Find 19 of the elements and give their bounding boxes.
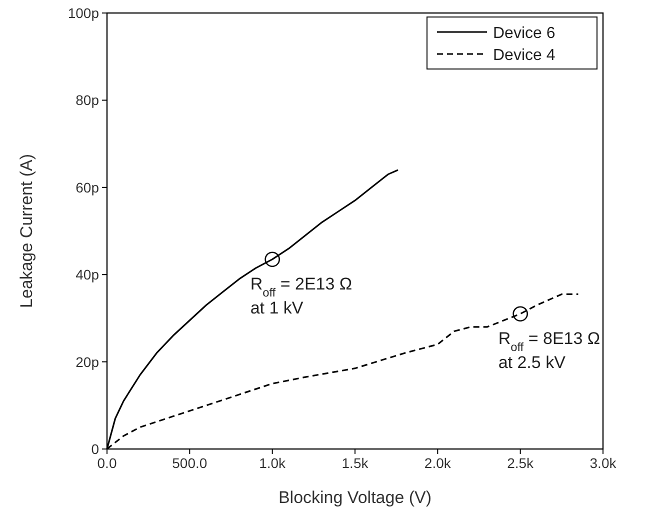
- x-tick-label: 500.0: [172, 455, 208, 471]
- y-axis-title: Leakage Current (A): [17, 154, 36, 308]
- y-tick-label: 80p: [76, 92, 100, 108]
- annotation: R$_{off}$ = 2E13 Ω at 1 kV: [250, 274, 352, 318]
- x-axis-title: Blocking Voltage (V): [278, 488, 432, 507]
- legend-label: Device 6: [493, 25, 556, 42]
- x-tick-label: 1.0k: [259, 455, 287, 471]
- legend-label: Device 4: [493, 47, 556, 64]
- y-tick-label: 20p: [76, 354, 100, 370]
- y-tick-label: 100p: [68, 5, 100, 21]
- x-tick-label: 0.0: [97, 455, 117, 471]
- x-tick-label: 3.0k: [590, 455, 618, 471]
- y-tick-label: 60p: [76, 179, 100, 196]
- x-tick-label: 2.0k: [424, 455, 452, 471]
- annotation: R$_{off}$ = 8E13 Ω at 2.5 kV: [498, 328, 600, 372]
- x-tick-label: 2.5k: [507, 455, 535, 471]
- y-tick-label: 0: [91, 441, 100, 457]
- y-tick-label: 40p: [76, 266, 100, 283]
- x-tick-label: 1.5k: [342, 455, 370, 471]
